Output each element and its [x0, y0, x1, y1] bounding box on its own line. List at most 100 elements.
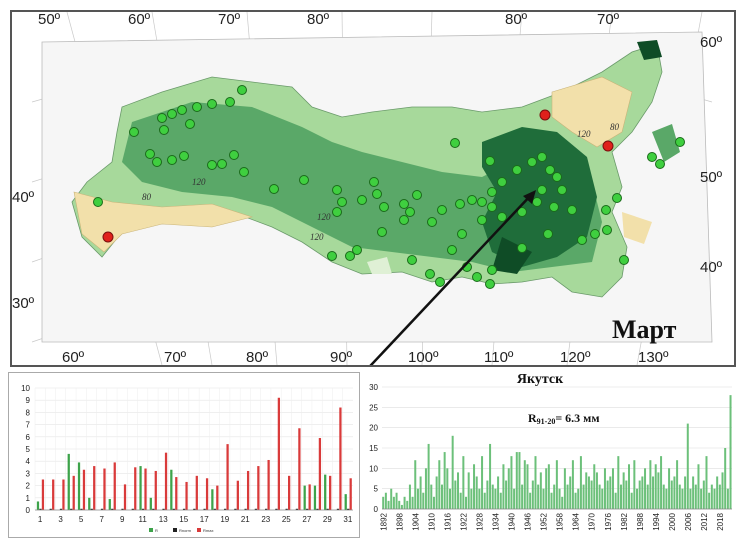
x-tick-label: 1940 [508, 512, 517, 530]
y-tick-label: 9 [26, 396, 31, 405]
y-tick-label: 2 [26, 482, 31, 491]
bar-rnorm [100, 508, 104, 510]
bar-rmax [318, 438, 322, 510]
bar-year [497, 476, 500, 509]
region-dry-east [622, 212, 652, 244]
station-marker [590, 229, 600, 239]
station-marker [332, 185, 342, 195]
bar-r [149, 497, 152, 510]
x-tick-label: 7 [99, 515, 104, 524]
station-marker [487, 202, 497, 212]
bar-rmax [103, 468, 106, 510]
station-marker [185, 119, 195, 129]
bar-rnorm [162, 508, 165, 510]
bar-year [424, 468, 427, 509]
station-marker [450, 138, 460, 148]
bar-year [515, 452, 518, 509]
bar-year [569, 476, 572, 509]
bar-r [303, 485, 306, 510]
bar-rmax [267, 459, 270, 510]
station-marker [517, 243, 527, 253]
bar-year [721, 472, 724, 509]
bar-year [387, 500, 390, 509]
bar-year [398, 500, 401, 509]
bar-rmax [164, 452, 168, 510]
station-marker [299, 175, 309, 185]
x-tick-label: 27 [302, 515, 311, 524]
station-marker [612, 193, 622, 203]
lon-label: 70º [597, 11, 620, 28]
bar-year [678, 484, 681, 509]
bar-year [448, 488, 451, 509]
annotation-period: 91-20 [537, 417, 556, 426]
bar-year [614, 492, 617, 509]
station-marker [179, 151, 189, 161]
bar-year [636, 488, 639, 509]
station-marker [159, 125, 169, 135]
bar-rnorm [203, 508, 206, 510]
station-marker [177, 105, 187, 115]
bar-rnorm [141, 508, 145, 510]
bar-year [638, 480, 641, 509]
lat-label: 50º [700, 169, 723, 186]
y-tick-label: 15 [369, 444, 378, 453]
bar-year [590, 480, 593, 509]
bar-rnorm [131, 508, 134, 510]
bar-year [440, 484, 443, 509]
station-marker [405, 207, 415, 217]
lon-label: 60º [62, 349, 85, 366]
lon-label: 70º [164, 349, 187, 366]
bar-year [499, 492, 502, 509]
y-tick-label: 30 [369, 383, 378, 392]
bar-rnorm [182, 508, 186, 510]
station-marker [487, 265, 497, 275]
station-marker [239, 167, 249, 177]
bar-year [654, 464, 657, 509]
lon-label: 80º [246, 349, 269, 366]
station-marker [225, 97, 235, 107]
station-marker [437, 205, 447, 215]
bar-year [550, 492, 553, 509]
bar-year [539, 472, 542, 509]
bar-year [518, 452, 521, 509]
bar-year [611, 468, 614, 509]
bar-rnorm [90, 508, 93, 510]
bar-rnorm [121, 508, 124, 510]
bar-year [427, 443, 430, 509]
region-pale [367, 257, 392, 274]
region-chukotka [637, 40, 662, 60]
bar-year [646, 484, 649, 509]
station-marker [237, 85, 247, 95]
bar-rmax [52, 479, 55, 510]
yakutsk-chart: Якутск R91-20= 6.3 мм 0 5 10 15 20 25 30 1892 18… [360, 372, 735, 538]
station-marker-red [102, 231, 114, 243]
lon-label: 50º [38, 11, 61, 28]
bar-rmax [349, 478, 352, 510]
lat-label: 40º [12, 189, 35, 206]
x-tick-label: 2012 [700, 512, 709, 530]
bar-year [713, 488, 716, 509]
x-tick-label: 2018 [716, 512, 725, 530]
station-marker [457, 229, 467, 239]
station-marker [427, 217, 437, 227]
lon-label: 130º [638, 349, 669, 366]
y-tick-label: 10 [21, 384, 30, 393]
bar-year [390, 488, 393, 509]
station-marker [552, 172, 562, 182]
yakutsk-arrow [369, 193, 533, 365]
y-tick-label: 7 [26, 421, 31, 430]
bar-rnorm [111, 508, 114, 510]
bar-year [542, 488, 545, 509]
lon-label: 60º [128, 11, 151, 28]
x-tick-label: 1982 [620, 512, 629, 530]
x-tick-label: 1964 [572, 512, 581, 530]
bar-year [483, 492, 486, 509]
bar-year [470, 488, 473, 509]
x-tick-label: 2006 [684, 512, 693, 530]
y-tick-label: 1 [26, 494, 31, 503]
bar-year [694, 484, 697, 509]
bar-year [598, 484, 601, 509]
annotation-symbol: R [528, 411, 537, 425]
station-marker [167, 109, 177, 119]
bar-r [67, 453, 70, 510]
